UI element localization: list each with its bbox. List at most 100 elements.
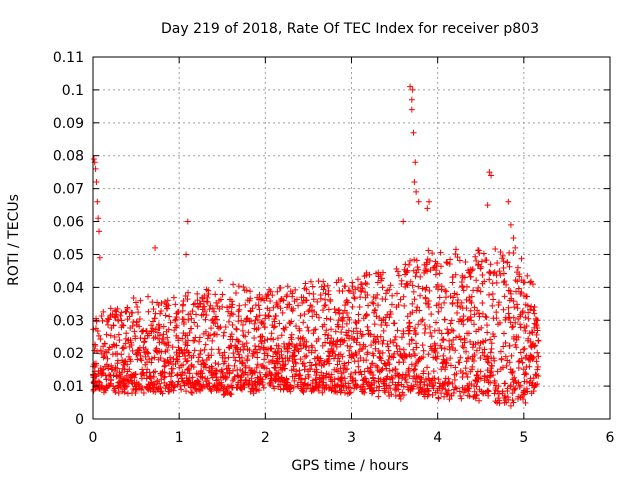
y-tick-label: 0.07	[53, 182, 84, 198]
data-point	[472, 253, 479, 260]
data-point	[452, 251, 459, 258]
data-point	[293, 342, 300, 349]
data-point	[387, 385, 394, 392]
data-point	[193, 311, 200, 318]
data-point	[228, 343, 235, 350]
data-point	[429, 391, 436, 398]
data-point	[357, 355, 364, 362]
data-point	[392, 366, 399, 373]
data-point	[506, 263, 513, 270]
data-point	[324, 282, 331, 289]
data-point	[251, 320, 258, 327]
data-point	[325, 291, 332, 298]
data-point	[473, 391, 480, 398]
data-point	[152, 244, 159, 251]
data-point	[534, 327, 541, 334]
data-point	[170, 355, 177, 362]
data-point	[225, 308, 232, 315]
data-point	[290, 384, 297, 391]
data-point	[326, 352, 333, 359]
data-point	[428, 311, 435, 318]
data-point	[450, 327, 457, 334]
data-point	[345, 287, 352, 294]
data-point	[221, 329, 228, 336]
data-point	[147, 373, 154, 380]
data-point	[342, 366, 349, 373]
data-point	[110, 341, 117, 348]
data-point	[402, 352, 409, 359]
data-point	[179, 378, 186, 385]
data-point	[395, 301, 402, 308]
data-point	[117, 312, 124, 319]
data-point	[346, 288, 353, 295]
data-point	[297, 340, 304, 347]
data-point	[435, 308, 442, 315]
data-point	[167, 354, 174, 361]
data-point	[327, 316, 334, 323]
data-point	[137, 297, 144, 304]
data-point	[247, 295, 254, 302]
data-point	[140, 390, 147, 397]
data-point	[122, 383, 129, 390]
data-point	[432, 348, 439, 355]
data-point	[225, 354, 232, 361]
data-point	[447, 320, 454, 327]
data-point	[342, 302, 349, 309]
data-point	[425, 304, 432, 311]
data-point	[243, 287, 250, 294]
data-point	[279, 309, 286, 316]
data-point	[309, 313, 316, 320]
data-point	[195, 386, 202, 393]
data-point	[368, 368, 375, 375]
data-point	[371, 321, 378, 328]
data-point	[300, 360, 307, 367]
data-point	[358, 281, 365, 288]
data-point	[256, 306, 263, 313]
data-point	[230, 311, 237, 318]
data-point	[346, 389, 353, 396]
data-point	[239, 327, 246, 334]
data-point	[498, 355, 505, 362]
data-point	[239, 321, 246, 328]
data-point	[351, 294, 358, 301]
data-point	[345, 380, 352, 387]
data-point	[327, 339, 334, 346]
data-point	[488, 368, 495, 375]
data-point	[530, 307, 537, 314]
data-point	[474, 287, 481, 294]
data-point	[320, 278, 327, 285]
data-point	[471, 352, 478, 359]
data-point	[524, 302, 531, 309]
data-point	[322, 290, 329, 297]
data-point	[202, 341, 209, 348]
data-point	[132, 371, 139, 378]
data-point	[420, 368, 427, 375]
data-point	[233, 344, 240, 351]
data-point	[159, 370, 166, 377]
data-point	[496, 319, 503, 326]
data-point	[462, 259, 469, 266]
data-point	[197, 347, 204, 354]
data-point	[512, 244, 519, 251]
data-point	[151, 354, 158, 361]
data-point	[398, 277, 405, 284]
data-point	[152, 334, 159, 341]
data-point	[233, 325, 240, 332]
data-point	[144, 349, 151, 356]
data-point	[354, 335, 361, 342]
data-point	[510, 314, 517, 321]
data-point	[341, 337, 348, 344]
data-point	[527, 306, 534, 313]
data-point	[467, 273, 474, 280]
data-point	[254, 349, 261, 356]
data-point	[499, 252, 506, 259]
data-point	[221, 349, 228, 356]
data-point	[130, 295, 137, 302]
data-point	[228, 298, 235, 305]
data-point	[343, 320, 350, 327]
data-point	[425, 351, 432, 358]
data-point	[482, 313, 489, 320]
data-point	[474, 262, 481, 269]
data-point	[456, 257, 463, 264]
data-point	[412, 362, 419, 369]
